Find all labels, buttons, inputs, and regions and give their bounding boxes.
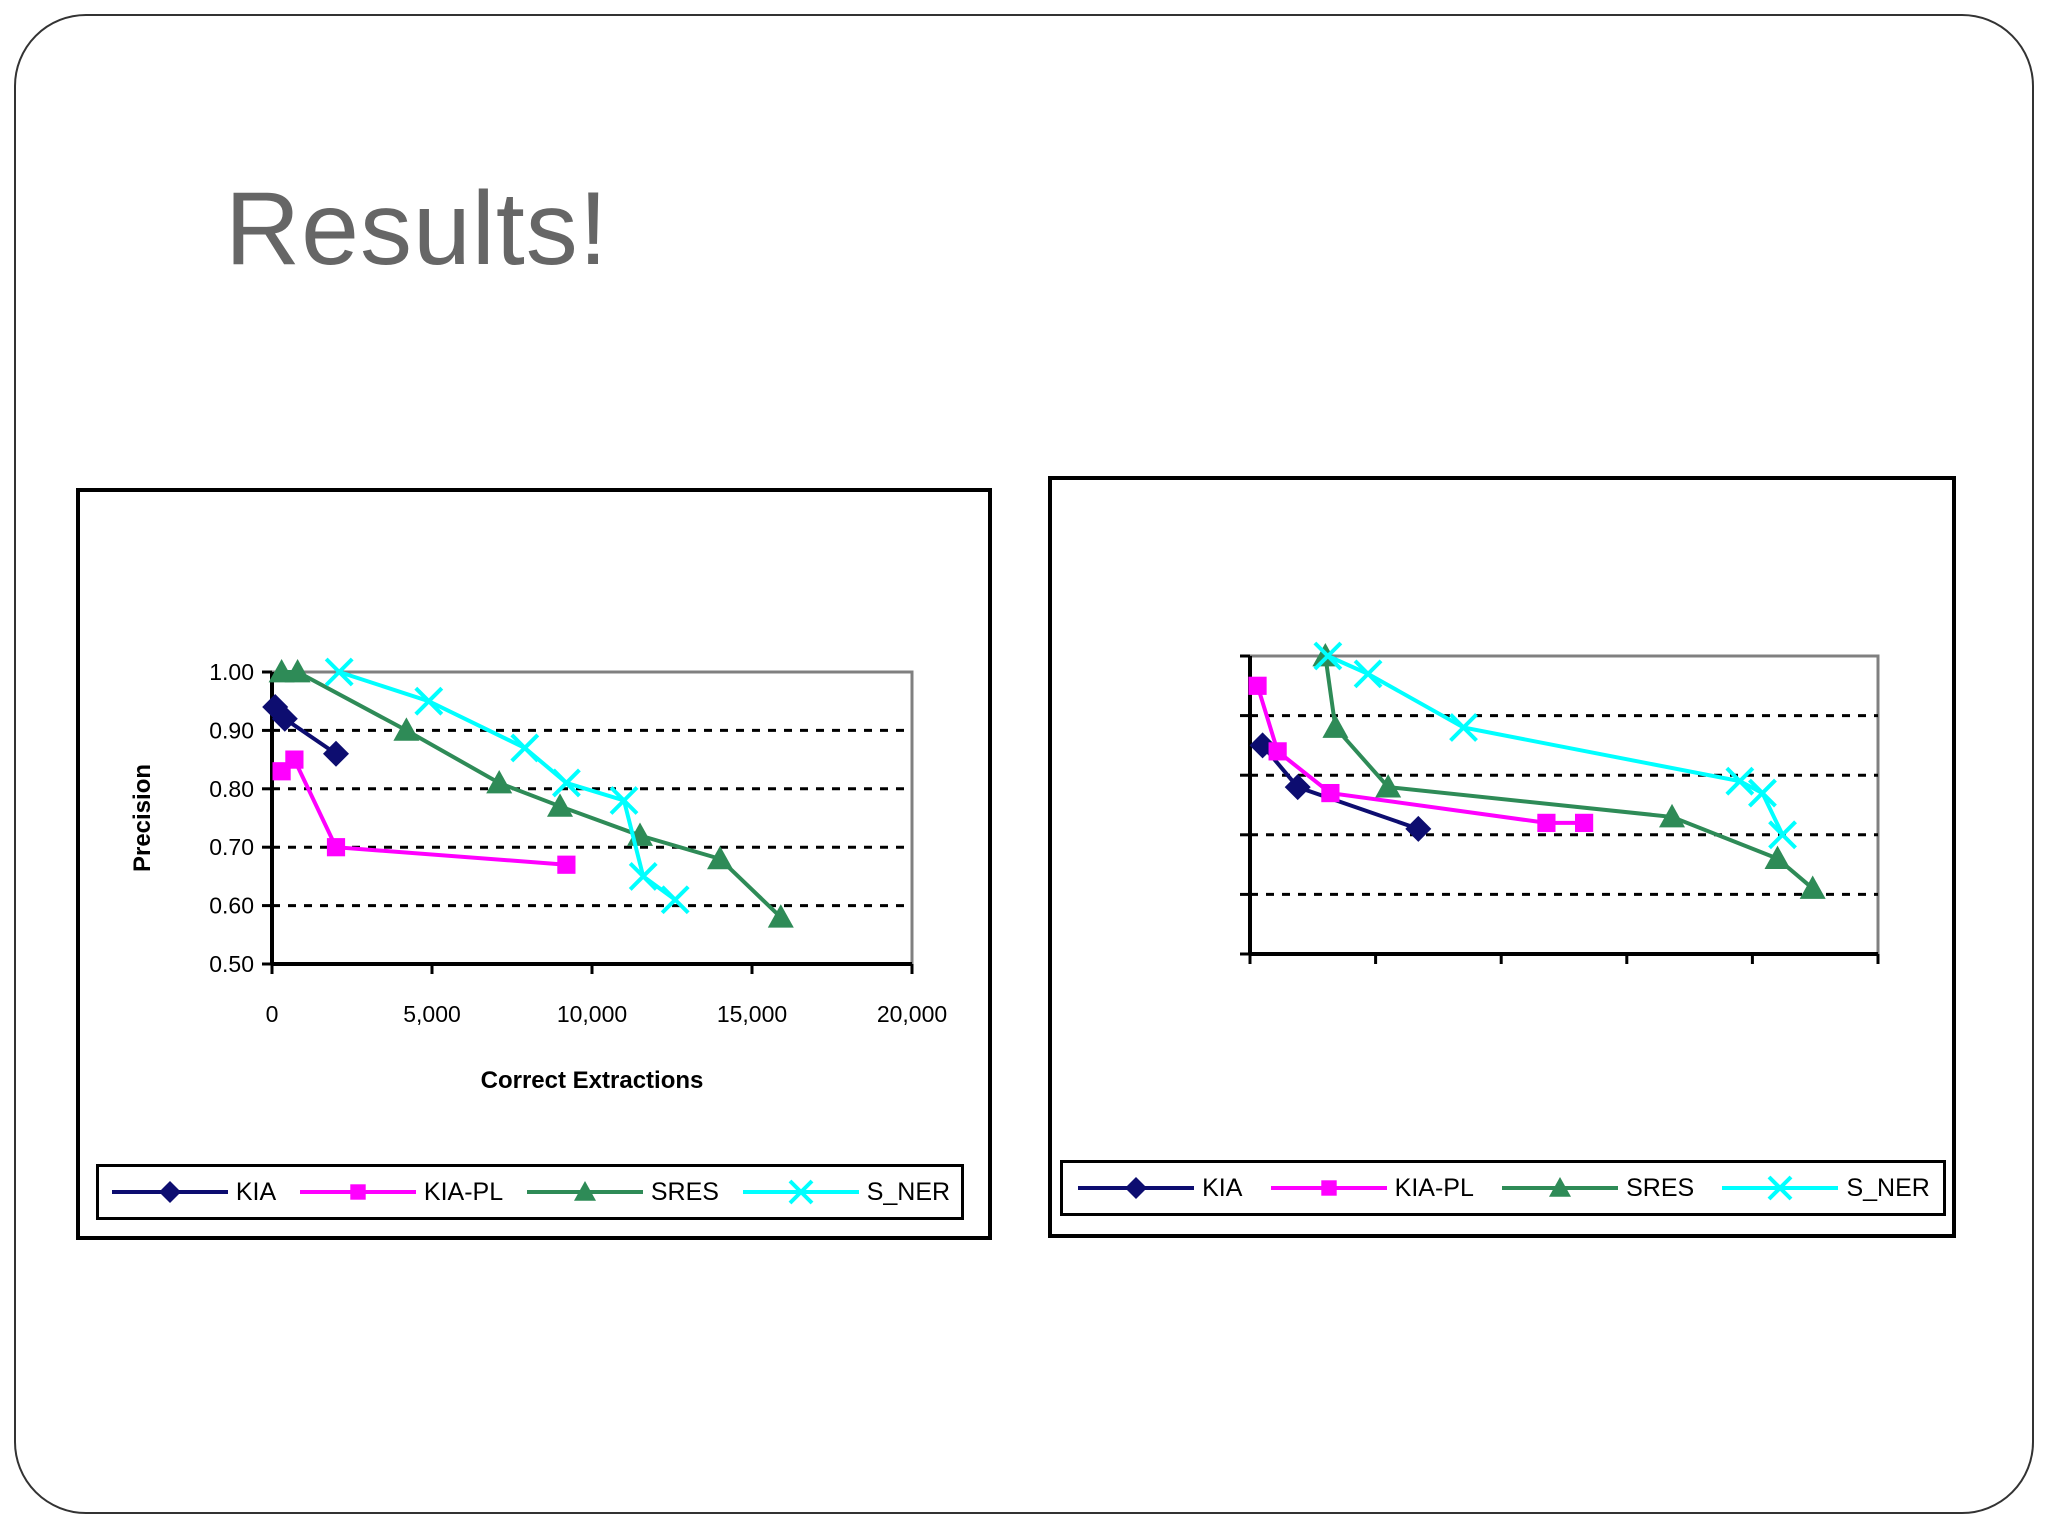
chart-left-legend-item-kia-pl: KIA-PL xyxy=(298,1177,503,1207)
chart-left-x-tick-label: 0 xyxy=(266,1001,279,1027)
chart-right-legend: KIA KIA-PL SRES S_NER xyxy=(1060,1160,1946,1216)
chart-left-y-tick-label: 0.80 xyxy=(209,776,254,802)
chart-left-legend-marker-sres xyxy=(573,1181,596,1201)
chart-left-y-tick-label: 1.00 xyxy=(209,659,254,685)
chart-right-kia-pl-point xyxy=(1268,742,1287,761)
chart-right-legend-swatch-sres xyxy=(1502,1177,1619,1197)
chart-left-s-ner-point xyxy=(414,686,444,716)
chart-right-legend-marker-kia xyxy=(1125,1177,1148,1199)
chart-left-legend-marker-s-ner xyxy=(788,1179,814,1205)
chart-left-legend-swatch-sres xyxy=(526,1181,643,1201)
chart-right-kia-pl-point xyxy=(1537,813,1556,832)
chart-right-legend-item-sres: SRES xyxy=(1500,1173,1694,1203)
chart-left-legend-swatch-kia-pl xyxy=(299,1184,416,1200)
chart-left-legend-item-sres: SRES xyxy=(525,1177,719,1207)
chart-left-s-ner-point xyxy=(510,733,540,763)
chart-right-sres-point xyxy=(1659,803,1686,828)
chart-left-sres-point xyxy=(393,717,420,741)
chart-left-y-tick-label: 0.70 xyxy=(209,834,254,860)
chart-left-s-ner-point xyxy=(324,657,354,687)
chart-right-s-ner-point xyxy=(1313,641,1343,671)
chart-right-kia-pl-point xyxy=(1248,676,1267,695)
chart-left-y-tick-label: 0.60 xyxy=(209,893,254,919)
chart-left-sres-point xyxy=(486,769,513,794)
chart-right-legend-label: KIA xyxy=(1202,1173,1243,1202)
chart-left-sres-point xyxy=(547,793,573,817)
chart-left-s-ner-point xyxy=(660,885,690,915)
chart-right-legend-swatch-kia xyxy=(1078,1177,1195,1199)
chart-left-legend-swatch-s-ner xyxy=(742,1179,859,1205)
chart-right-sres-point xyxy=(1322,714,1349,738)
chart-left-legend: KIA KIA-PL SRES S_NER xyxy=(96,1164,964,1220)
chart-left-x-tick-label: 5,000 xyxy=(403,1001,461,1027)
chart-right-s-ner-point xyxy=(1353,659,1383,689)
chart-left-kia-point xyxy=(323,740,349,767)
chart-left-series-kia xyxy=(262,694,349,767)
chart-left-kia-point xyxy=(271,705,298,732)
chart-left-x-tick-label: 10,000 xyxy=(557,1001,627,1027)
chart-left-legend-swatch-kia xyxy=(111,1181,228,1203)
chart-left-legend-label: SRES xyxy=(650,1177,719,1206)
chart-left-s-ner-point xyxy=(609,786,639,815)
chart-left-legend-item-s-ner: S_NER xyxy=(741,1177,950,1207)
chart-left-sres-point xyxy=(284,659,311,683)
chart-left-kia-pl-point xyxy=(326,838,346,857)
chart-left-legend-label: S_NER xyxy=(866,1177,951,1206)
chart-right-legend-item-s-ner: S_NER xyxy=(1720,1173,1930,1203)
chart-left-series-kia-pl xyxy=(272,750,576,874)
chart-right-legend-item-kia-pl: KIA-PL xyxy=(1269,1173,1474,1203)
chart-right-sres-point xyxy=(1799,875,1826,899)
chart-left-plot: 0.50 0.60 0.70 0.80 0.90 1.00 0 5,000 10,000 15,0… xyxy=(129,657,947,1094)
chart-right-legend-marker-sres xyxy=(1549,1177,1572,1197)
chart-left-x-axis-title: Correct Extractions xyxy=(481,1067,704,1094)
chart-left-x-tick-label: 20,000 xyxy=(877,1001,947,1027)
slide-title: Results! xyxy=(225,171,609,287)
chart-right-series-kia-pl xyxy=(1248,676,1594,832)
chart-right-s-ner-line xyxy=(1327,654,1785,836)
chart-left-y-tick-label: 0.90 xyxy=(209,717,254,743)
chart-right-legend-label: KIA-PL xyxy=(1394,1173,1474,1202)
chart-right-kia-pl-point xyxy=(1321,783,1340,803)
chart-left-sres-point xyxy=(767,904,794,928)
chart-left-y-axis-title: Precision xyxy=(129,764,156,872)
chart-right-legend-marker-kia-pl xyxy=(1320,1180,1337,1196)
chart-left-kia-pl-point xyxy=(285,750,304,769)
chart-right-plot xyxy=(1240,641,1880,964)
chart-right-kia-point xyxy=(1249,732,1276,759)
chart-left-kia-pl-point xyxy=(557,855,576,874)
chart-left-s-ner-point xyxy=(551,768,581,798)
chart-right-s-ner-point xyxy=(1449,713,1478,742)
chart-left-legend-label: KIA xyxy=(235,1177,277,1206)
chart-right-s-ner-point xyxy=(1725,766,1755,796)
chart-right-legend-swatch-kia-pl xyxy=(1270,1180,1387,1196)
chart-right-legend-label: S_NER xyxy=(1846,1173,1930,1202)
chart-right-series-s-ner xyxy=(1313,641,1797,850)
chart-left-series-sres xyxy=(268,659,794,928)
chart-left: 0.50 0.60 0.70 0.80 0.90 1.00 0 5,000 10,000 15,0… xyxy=(76,488,992,1240)
chart-right-legend-item-kia: KIA xyxy=(1076,1173,1242,1203)
chart-right-s-ner-point xyxy=(1748,778,1777,808)
chart-right-kia-pl-point xyxy=(1574,813,1594,832)
chart-right-kia-point xyxy=(1405,815,1432,842)
chart-left-sres-point xyxy=(707,845,733,870)
chart-left-legend-marker-kia xyxy=(158,1181,181,1203)
chart-left-series-s-ner xyxy=(324,657,690,915)
chart-right-kia-point xyxy=(1284,774,1311,801)
chart-left-legend-item-kia: KIA xyxy=(110,1177,276,1207)
chart-left-y-tick-label: 0.50 xyxy=(209,951,254,977)
chart-right-s-ner-point xyxy=(1768,820,1797,850)
chart-right-legend-swatch-s-ner xyxy=(1722,1175,1839,1201)
chart-right-sres-point xyxy=(1764,845,1791,870)
chart-left-legend-marker-kia-pl xyxy=(350,1184,366,1200)
chart-right-sres-point xyxy=(1375,774,1402,798)
chart-left-x-tick-label: 15,000 xyxy=(717,1001,787,1027)
chart-left-legend-label: KIA-PL xyxy=(423,1177,504,1206)
chart-left-kia-pl-line xyxy=(280,756,567,867)
chart-right-series-kia xyxy=(1249,732,1432,842)
chart-right-legend-marker-s-ner xyxy=(1768,1175,1793,1201)
chart-right: KIA KIA-PL SRES S_NER xyxy=(1048,476,1956,1238)
chart-right-legend-label: SRES xyxy=(1626,1173,1695,1202)
chart-left-sres-line xyxy=(281,670,783,919)
chart-left-s-ner-point xyxy=(628,861,658,891)
